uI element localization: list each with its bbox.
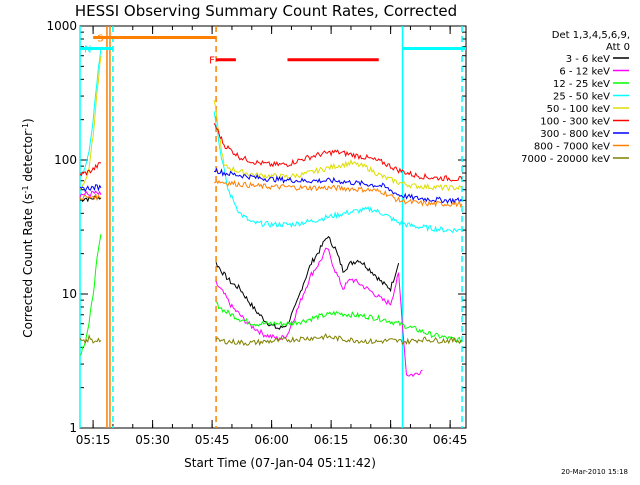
- legend-entry-label: 25 - 50 keV: [553, 92, 610, 103]
- series-line: [79, 55, 102, 190]
- legend-entry-label: 3 - 6 keV: [566, 54, 610, 65]
- series-line: [79, 333, 102, 345]
- y-tick-label: 10: [62, 287, 77, 301]
- plot-frame: [79, 25, 467, 429]
- series-line: [215, 247, 423, 378]
- x-tick-label: 05:15: [76, 433, 111, 447]
- y-tick-label: 1000: [46, 19, 77, 33]
- y-axis-label-end: ): [21, 118, 35, 123]
- legend-header-line1: Det 1,3,4,5,6,9,: [552, 30, 630, 41]
- chart-title: HESSI Observing Summary Count Rates, Cor…: [75, 2, 457, 20]
- series-line: [213, 100, 463, 192]
- series-line: [213, 122, 463, 182]
- legend-entry-label: 300 - 800 keV: [540, 129, 610, 140]
- y-axis-label-main: Corrected Count Rate (s: [21, 193, 35, 337]
- legend-header-line2: Att 0: [606, 42, 630, 53]
- series-line: [215, 301, 463, 344]
- flag-label: F: [209, 56, 215, 67]
- series-line: [214, 179, 463, 209]
- creation-timestamp: 20-Mar-2010 15:18: [561, 468, 628, 476]
- series-line: [79, 190, 102, 198]
- legend-entry-label: 6 - 12 keV: [559, 67, 610, 78]
- series-line: [215, 333, 463, 347]
- y-tick-label: 1: [69, 421, 77, 435]
- legend-entry-label: 50 - 100 keV: [547, 104, 611, 115]
- x-tick-label: 06:15: [314, 433, 349, 447]
- y-axis-label-sup1: -1: [21, 185, 30, 193]
- x-tick-label: 06:00: [254, 433, 289, 447]
- flag-label: N: [84, 44, 91, 55]
- series-line: [213, 167, 463, 205]
- x-tick-label: 05:30: [135, 433, 170, 447]
- series-line: [79, 162, 102, 177]
- flag-label: S: [97, 34, 103, 45]
- legend-entry-label: 100 - 300 keV: [540, 117, 610, 128]
- y-axis-label: Corrected Count Rate (s-1 detector-1): [21, 118, 35, 337]
- legend-entry-label: 12 - 25 keV: [553, 79, 610, 90]
- series-line: [79, 184, 102, 193]
- legend-entry-label: 7000 - 20000 keV: [521, 154, 610, 165]
- series-line: [79, 234, 102, 356]
- y-axis-label-sup2: -1: [21, 123, 30, 131]
- x-tick-label: 06:30: [373, 433, 408, 447]
- series-line: [213, 111, 463, 234]
- x-axis-label: Start Time (07-Jan-04 05:11:42): [184, 456, 376, 470]
- series-line: [79, 193, 102, 202]
- legend-entry-label: 800 - 7000 keV: [534, 142, 610, 153]
- x-tick-label: 06:45: [433, 433, 468, 447]
- x-tick-label: 05:45: [195, 433, 230, 447]
- y-axis-label-mid: detector: [21, 131, 35, 186]
- series-line: [79, 46, 102, 178]
- series-line: [215, 235, 400, 330]
- y-tick-label: 100: [54, 153, 77, 167]
